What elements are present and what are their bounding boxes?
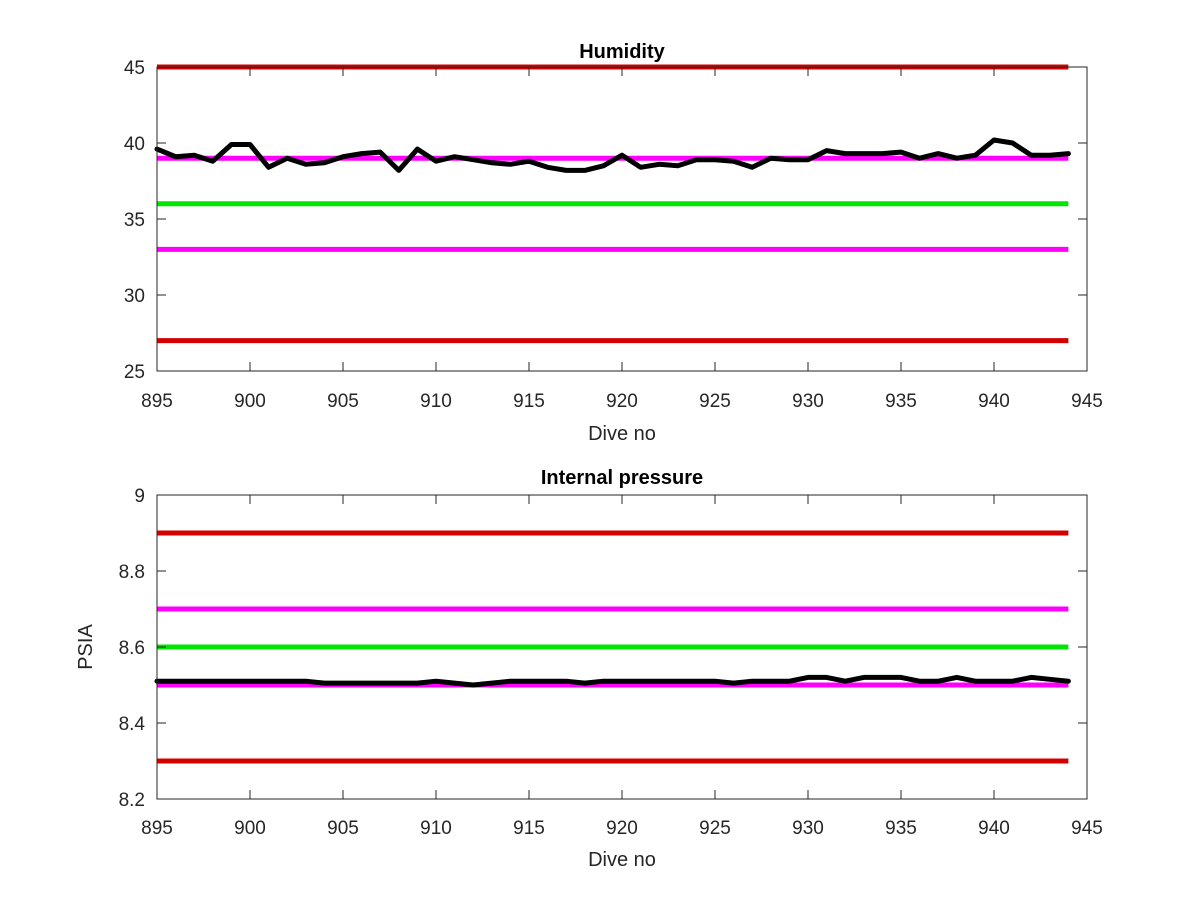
y-tick-label: 9 — [134, 486, 145, 507]
x-tick-label: 910 — [420, 391, 452, 412]
x-tick-label: 935 — [885, 391, 917, 412]
x-tick-label: 915 — [513, 818, 545, 839]
x-tick-label: 930 — [792, 818, 824, 839]
y-tick-label: 8.2 — [119, 790, 145, 811]
x-tick-label: 895 — [141, 818, 173, 839]
data-series-line — [154, 674, 1071, 688]
y-tick-label: 35 — [124, 210, 145, 231]
y-tick-label: 8.8 — [119, 562, 145, 583]
data-series-line — [154, 137, 1071, 173]
chart-title: Internal pressure — [541, 467, 703, 489]
x-axis-label: Dive no — [588, 849, 656, 871]
x-tick-label: 915 — [513, 391, 545, 412]
plot-area — [157, 67, 1087, 371]
x-tick-label: 905 — [327, 818, 359, 839]
x-tick-label: 925 — [699, 391, 731, 412]
y-tick-label: 8.6 — [119, 638, 145, 659]
humidity-panel: 895 900 905 910 915 920 925 930 935 940 945 25 30 35 4… — [124, 41, 1103, 445]
x-tick-label: 910 — [420, 818, 452, 839]
y-tick-label: 8.4 — [119, 714, 146, 735]
x-tick-label: 900 — [234, 818, 266, 839]
y-tick-label: 45 — [124, 58, 145, 79]
x-tick-label: 900 — [234, 391, 266, 412]
x-tick-label: 930 — [792, 391, 824, 412]
x-tick-label: 945 — [1071, 391, 1103, 412]
x-tick-label: 895 — [141, 391, 173, 412]
x-axis-label: Dive no — [588, 423, 656, 445]
x-tick-label: 905 — [327, 391, 359, 412]
chart-title: Humidity — [579, 41, 665, 63]
x-tick-label: 935 — [885, 818, 917, 839]
x-tick-label: 940 — [978, 391, 1010, 412]
y-tick-label: 25 — [124, 362, 145, 383]
internal-pressure-panel: 895 900 905 910 915 920 925 930 935 940 945 8.2 8.4 8… — [75, 467, 1103, 871]
x-tick-label: 920 — [606, 818, 638, 839]
x-tick-label: 920 — [606, 391, 638, 412]
x-tick-label: 945 — [1071, 818, 1103, 839]
y-axis-label: PSIA — [75, 624, 97, 670]
x-tick-label: 940 — [978, 818, 1010, 839]
y-tick-label: 30 — [124, 286, 145, 307]
x-tick-label: 925 — [699, 818, 731, 839]
y-tick-label: 40 — [124, 134, 145, 155]
